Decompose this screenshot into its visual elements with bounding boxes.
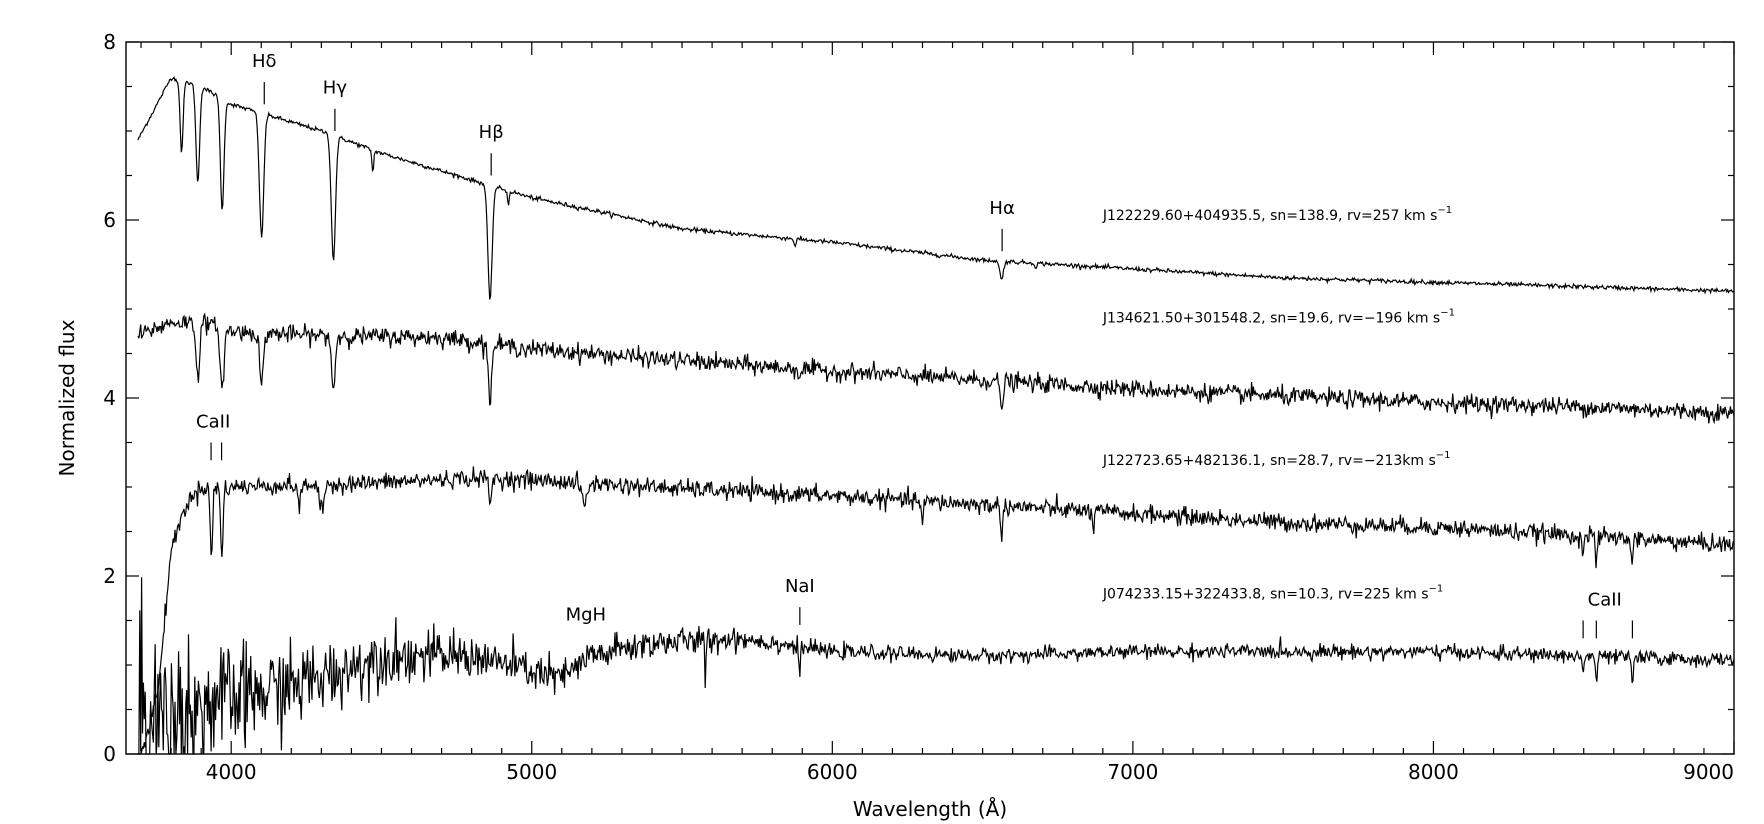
series-label-superscript: −1	[1440, 307, 1455, 318]
annotation-label-8: CaII	[1588, 589, 1622, 610]
series-layer	[137, 75, 1735, 755]
y-tick-label: 8	[103, 30, 116, 54]
spectrum-line-2	[137, 312, 1735, 425]
annotation-layer: Hδ Hγ Hβ Hα CaII MgH NaI CaII	[196, 51, 1634, 639]
spectrum-line-4	[138, 577, 1735, 755]
series-label-1: J122229.60+404935.5, sn=138.9, rv=257 km…	[1102, 205, 1452, 224]
annotation-label-2: Hγ	[323, 78, 348, 99]
x-tick-label: 7000	[1107, 760, 1158, 784]
annotation-label-1: Hδ	[252, 51, 277, 72]
series-label-superscript: −1	[1428, 583, 1443, 594]
y-axis: 0 2 4 6 8	[103, 30, 1734, 766]
y-tick-label: 2	[103, 564, 116, 588]
x-axis-label: Wavelength (Å)	[853, 797, 1007, 821]
annotation-label-6: MgH	[566, 605, 607, 626]
x-tick-label: 4000	[206, 760, 257, 784]
y-tick-label: 0	[103, 742, 116, 766]
annotation-label-4: Hα	[989, 198, 1014, 219]
spectrum-line-3	[138, 466, 1735, 755]
series-labels: J122229.60+404935.5, sn=138.9, rv=257 km…	[1102, 205, 1455, 602]
annotation-label-3: Hβ	[479, 122, 504, 143]
y-tick-label: 6	[103, 208, 116, 232]
series-label-superscript: −1	[1437, 205, 1452, 216]
y-tick-label: 4	[103, 386, 116, 410]
x-tick-label: 6000	[807, 760, 858, 784]
x-tick-label: 9000	[1683, 760, 1734, 784]
spectrum-line-1	[137, 75, 1735, 300]
annotation-label-7: NaI	[785, 576, 815, 597]
y-axis-label: Normalized flux	[55, 319, 79, 476]
series-label-superscript: −1	[1436, 450, 1451, 461]
annotation-label-5: CaII	[196, 411, 230, 432]
x-axis: 4000 5000 6000 7000 8000 9000	[140, 42, 1735, 784]
series-label-3: J122723.65+482136.1, sn=28.7, rv=−213km …	[1102, 450, 1451, 469]
x-tick-label: 8000	[1408, 760, 1459, 784]
series-label-2: J134621.50+301548.2, sn=19.6, rv=−196 km…	[1102, 307, 1455, 326]
x-tick-label: 5000	[506, 760, 557, 784]
series-label-4: J074233.15+322433.8, sn=10.3, rv=225 km …	[1102, 583, 1443, 602]
